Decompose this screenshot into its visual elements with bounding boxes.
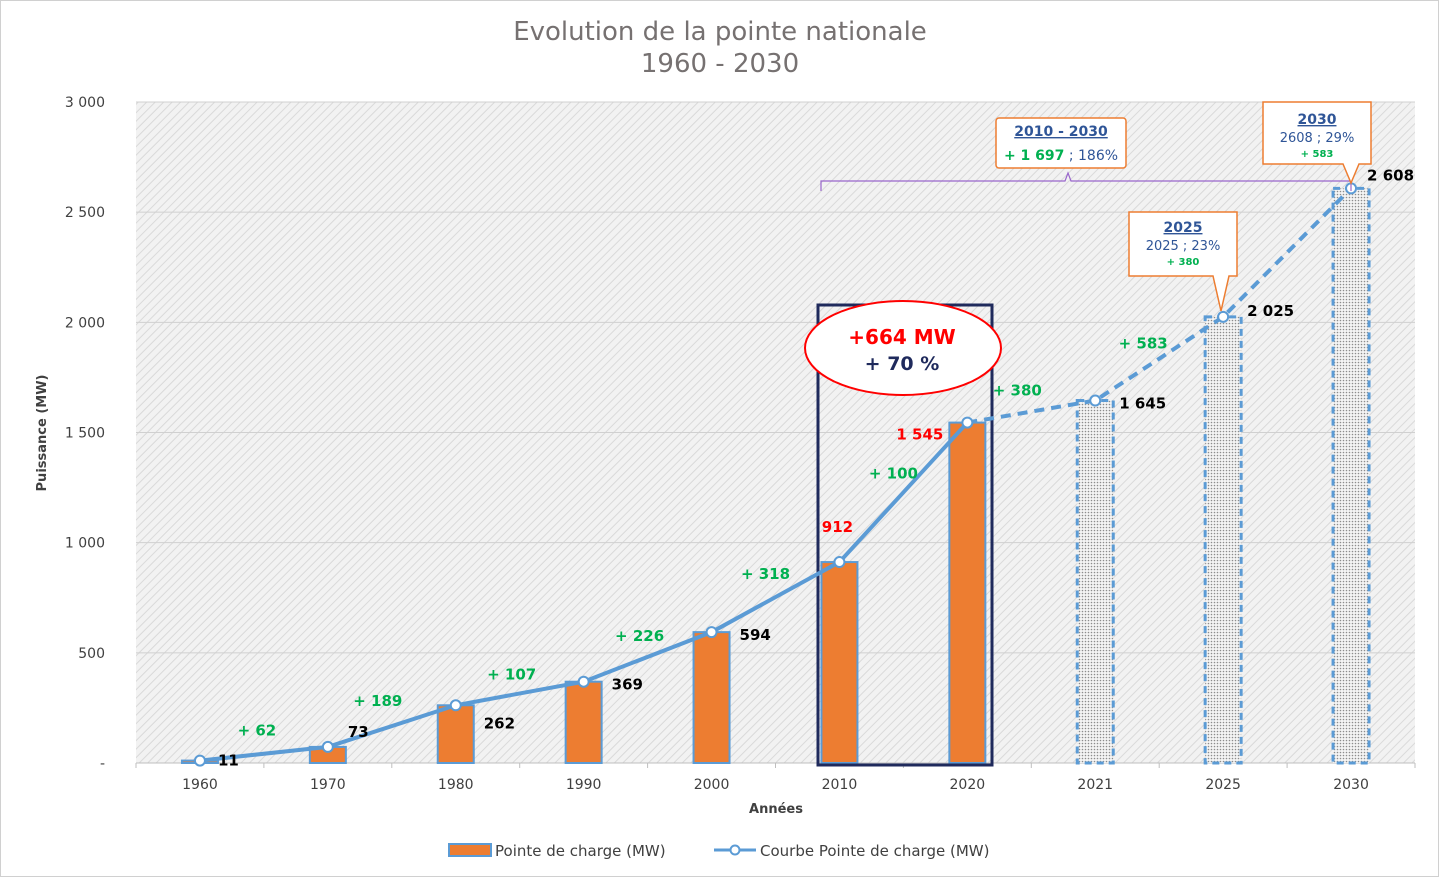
x-tick-label: 2010: [822, 777, 858, 793]
line-marker: [705, 626, 718, 639]
x-tick-label: 2020: [950, 777, 986, 793]
value-label: 912: [822, 518, 853, 536]
bar-projected: [1203, 315, 1243, 765]
bar: [692, 631, 731, 765]
line-marker: [449, 699, 462, 712]
bar: [820, 561, 859, 765]
increment-label: + 380: [993, 382, 1042, 400]
callout-2025-line1: 2025 ; 23%: [1146, 239, 1221, 254]
bar-projected: [1075, 399, 1115, 765]
line-marker: [1089, 394, 1102, 407]
line-marker: [193, 754, 206, 767]
line-marker: [1217, 310, 1230, 323]
value-label: 262: [484, 714, 515, 732]
callout-2025-line2: + 380: [1167, 257, 1200, 268]
gridlines: [136, 101, 1415, 654]
line-series: [193, 182, 1358, 767]
value-label: 369: [612, 676, 643, 694]
legend-line-marker: [729, 844, 741, 856]
x-tick-label: 1970: [310, 777, 346, 793]
line-marker: [321, 740, 334, 753]
increment-label: + 100: [869, 464, 918, 482]
callout-2010-2030-line: + 1 697 ; 186%: [1004, 148, 1118, 164]
bar-series: [180, 186, 1371, 765]
callout-2025-head: 2025: [1164, 220, 1203, 236]
callout-2010-2030: 2010 - 2030 + 1 697 ; 186%: [995, 117, 1127, 169]
chart-subtitle: 1960 - 2030: [641, 49, 799, 79]
callout-2030-line1: 2608 ; 29%: [1280, 131, 1355, 146]
y-tick-label: -: [100, 756, 105, 772]
legend-bar-swatch: [448, 843, 492, 857]
line-marker: [577, 675, 590, 688]
increment-label: + 583: [1119, 335, 1168, 353]
callout-2030: 2030 2608 ; 29% + 583: [1262, 101, 1372, 185]
x-axis-label: Années: [749, 802, 803, 817]
value-label: 1 645: [1119, 395, 1166, 413]
line-marker: [961, 416, 974, 429]
value-label: 73: [348, 723, 369, 741]
callout-2030-line2: + 583: [1301, 149, 1334, 160]
x-tick-label: 2025: [1205, 777, 1241, 793]
x-axis: 1960 1970 1980 1990 2000 2010 2020 2021 2025 2030: [135, 762, 1416, 793]
bar: [564, 680, 603, 765]
bar-projected: [1331, 186, 1371, 765]
callout-2010-2030-head: 2010 - 2030: [1014, 124, 1108, 140]
callout-2030-head: 2030: [1298, 112, 1337, 128]
increment-label: + 62: [238, 722, 277, 740]
y-tick-label: 500: [78, 646, 105, 662]
x-tick-label: 2000: [694, 777, 730, 793]
increment-label: + 189: [353, 692, 402, 710]
highlight-mw: +664 MW: [848, 325, 955, 349]
y-axis-label: Puissance (MW): [35, 375, 50, 492]
value-label: 11: [218, 752, 239, 770]
x-tick-label: 2030: [1333, 777, 1369, 793]
value-label: 594: [740, 626, 771, 644]
callout-2010-2030-delta: + 1 697: [1004, 148, 1064, 164]
callout-2025: 2025 2025 ; 23% + 380: [1128, 211, 1238, 312]
bar: [436, 704, 475, 764]
increment-label: + 226: [615, 627, 664, 645]
line-marker: [833, 556, 846, 569]
x-tick-label: 1980: [438, 777, 474, 793]
bar: [948, 421, 987, 764]
y-tick-label: 1 500: [65, 426, 105, 442]
value-label: 1 545: [896, 426, 943, 444]
increment-label: + 107: [487, 665, 536, 683]
increment-labels: + 62 + 189 + 107 + 226 + 318 + 100 + 380 + 583: [238, 335, 1168, 740]
x-tick-label: 2021: [1077, 777, 1113, 793]
increment-label: + 318: [741, 565, 790, 583]
y-tick-label: 1 000: [65, 536, 105, 552]
highlight-ellipse: [804, 300, 1002, 396]
callout-2010-2030-pct: ; 186%: [1064, 148, 1118, 164]
legend: Pointe de charge (MW) Courbe Pointe de c…: [448, 842, 989, 860]
value-label: 2 025: [1247, 302, 1294, 320]
y-axis-ticks: - 500 1 000 1 500 2 000 2 500 3 000: [65, 95, 105, 772]
y-tick-label: 2 000: [65, 315, 105, 331]
y-tick-label: 3 000: [65, 95, 105, 111]
legend-bar-label: Pointe de charge (MW): [495, 842, 666, 860]
value-labels: 11 73 262 369 594 912 1 545 1 645 2 025 2 608: [218, 166, 1414, 769]
y-tick-label: 2 500: [65, 205, 105, 221]
highlight-percent: + 70 %: [865, 353, 940, 375]
value-label: 2 608: [1367, 166, 1414, 184]
legend-line-label: Courbe Pointe de charge (MW): [760, 842, 989, 860]
x-tick-label: 1990: [566, 777, 602, 793]
chart-title: Evolution de la pointe nationale: [513, 17, 927, 47]
line-dashed-segment: [967, 186, 1353, 425]
x-tick-label: 1960: [182, 777, 218, 793]
